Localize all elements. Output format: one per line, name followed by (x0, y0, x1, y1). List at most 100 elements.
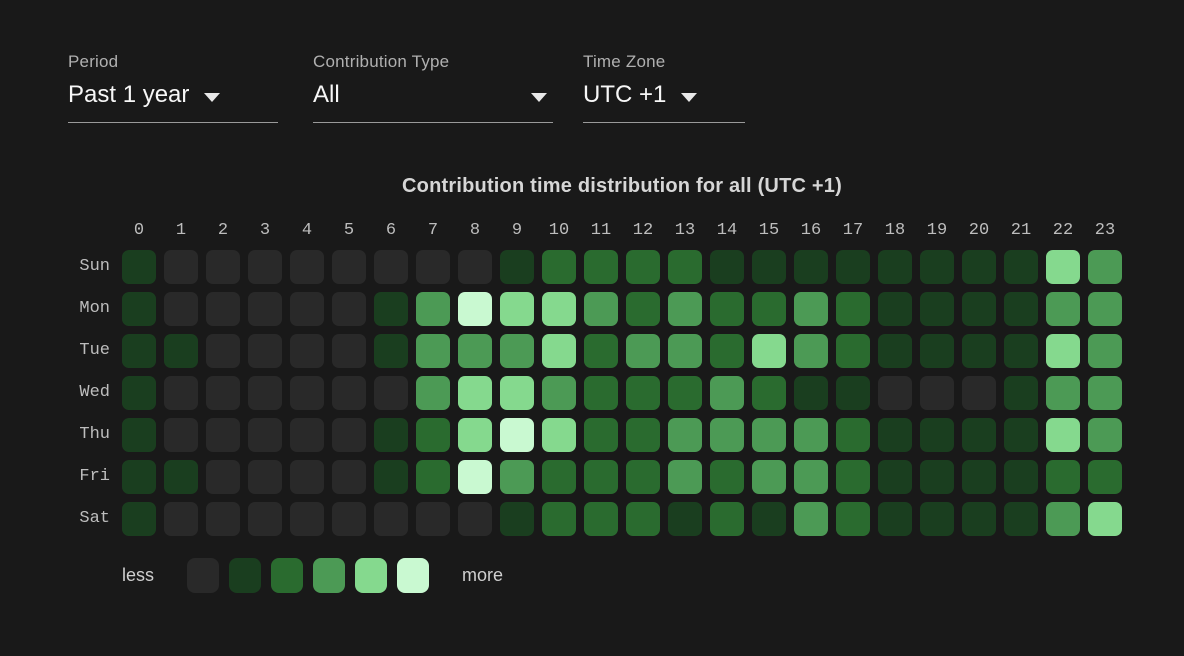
heatmap-cell (332, 502, 366, 536)
heatmap-cell (122, 334, 156, 368)
heatmap-cell (794, 334, 828, 368)
heatmap-cell (458, 334, 492, 368)
heatmap-cell (542, 418, 576, 452)
hour-label: 8 (469, 221, 481, 240)
hour-label: 0 (133, 221, 145, 240)
heatmap-cell (962, 334, 996, 368)
heatmap-cell (752, 418, 786, 452)
heatmap-cell (836, 292, 870, 326)
hour-label: 7 (427, 221, 439, 240)
heatmap-cell (962, 418, 996, 452)
period-value: Past 1 year (68, 81, 190, 108)
time-zone-value-row[interactable]: UTC +1 (583, 81, 745, 123)
heatmap-cell (1046, 334, 1080, 368)
heatmap-cell (794, 460, 828, 494)
heatmap-cell (500, 250, 534, 284)
heatmap-cell (122, 292, 156, 326)
heatmap-cell (290, 376, 324, 410)
heatmap-cell (1046, 292, 1080, 326)
heatmap-cell (794, 250, 828, 284)
heatmap-cell (122, 376, 156, 410)
heatmap-cell (836, 418, 870, 452)
hour-label: 14 (716, 221, 738, 240)
heatmap-cell (836, 460, 870, 494)
chevron-down-icon (681, 92, 698, 102)
heatmap-cell (290, 460, 324, 494)
hour-label: 4 (301, 221, 313, 240)
heatmap-cell (626, 292, 660, 326)
period-dropdown[interactable]: Period Past 1 year (68, 52, 278, 123)
heatmap-cell (206, 334, 240, 368)
heatmap-cell (752, 502, 786, 536)
heatmap-cell (710, 502, 744, 536)
heatmap-cell (626, 250, 660, 284)
heatmap-cell (206, 460, 240, 494)
heatmap-cell (626, 334, 660, 368)
heatmap-cell (164, 250, 198, 284)
heatmap-cell (416, 250, 450, 284)
legend-swatch (397, 557, 430, 593)
heatmap-cell (248, 502, 282, 536)
hour-label: 5 (343, 221, 355, 240)
legend-swatch (355, 557, 388, 593)
heatmap-cell (584, 460, 618, 494)
heatmap-cell (164, 334, 198, 368)
heatmap-cell (416, 502, 450, 536)
heatmap-cell (542, 292, 576, 326)
contribution-type-value: All (313, 81, 340, 108)
heatmap-cell (542, 250, 576, 284)
filter-bar: Period Past 1 year Contribution Type All… (68, 52, 745, 123)
heatmap-cell (374, 292, 408, 326)
contribution-type-dropdown[interactable]: Contribution Type All (313, 52, 553, 123)
chevron-down-icon (204, 92, 221, 102)
heatmap-cell (836, 334, 870, 368)
heatmap-cell (878, 460, 912, 494)
heatmap-cell (1046, 376, 1080, 410)
heatmap-cell (458, 502, 492, 536)
day-label: Fri (79, 467, 110, 486)
heatmap-cell (164, 292, 198, 326)
heatmap-cell (542, 460, 576, 494)
heatmap-cell (1088, 250, 1122, 284)
heatmap-cell (584, 334, 618, 368)
heatmap-cell (878, 292, 912, 326)
heatmap-cell (416, 334, 450, 368)
heatmap-cell (962, 502, 996, 536)
heatmap-cell (794, 502, 828, 536)
heatmap-cell (1046, 250, 1080, 284)
heatmap-cell (500, 460, 534, 494)
heatmap-cell (920, 292, 954, 326)
heatmap-cell (584, 250, 618, 284)
heatmap-cell (584, 418, 618, 452)
heatmap-cell (668, 460, 702, 494)
heatmap-cell (1046, 418, 1080, 452)
heatmap-cell (668, 292, 702, 326)
heatmap-cell (584, 292, 618, 326)
time-zone-dropdown[interactable]: Time Zone UTC +1 (583, 52, 745, 123)
hour-label: 13 (674, 221, 696, 240)
x-axis-hour-labels: 0 1 2 3 4 5 6 7 8 9 10 11 12 13 14 15 16 17 18 19 20 21 22 23 (122, 221, 1122, 240)
heatmap-cell (1088, 376, 1122, 410)
hour-label: 1 (175, 221, 187, 240)
heatmap-cell (374, 250, 408, 284)
heatmap-cell (290, 250, 324, 284)
heatmap-cell (668, 502, 702, 536)
heatmap-cell (962, 250, 996, 284)
heatmap-cell (794, 292, 828, 326)
heatmap-cell (710, 334, 744, 368)
heatmap-cell (920, 418, 954, 452)
legend-swatch (271, 557, 304, 593)
contribution-type-value-row[interactable]: All (313, 81, 553, 123)
heatmap-cell (206, 376, 240, 410)
hour-label: 3 (259, 221, 271, 240)
heatmap-cell (752, 334, 786, 368)
heatmap-cell (290, 292, 324, 326)
hour-label: 11 (590, 221, 612, 240)
time-zone-label: Time Zone (583, 52, 666, 71)
heatmap-cell (1088, 334, 1122, 368)
heatmap-cell (920, 460, 954, 494)
heatmap-cell (1088, 502, 1122, 536)
hour-label: 15 (758, 221, 780, 240)
heatmap-cell (332, 292, 366, 326)
period-value-row[interactable]: Past 1 year (68, 81, 278, 123)
